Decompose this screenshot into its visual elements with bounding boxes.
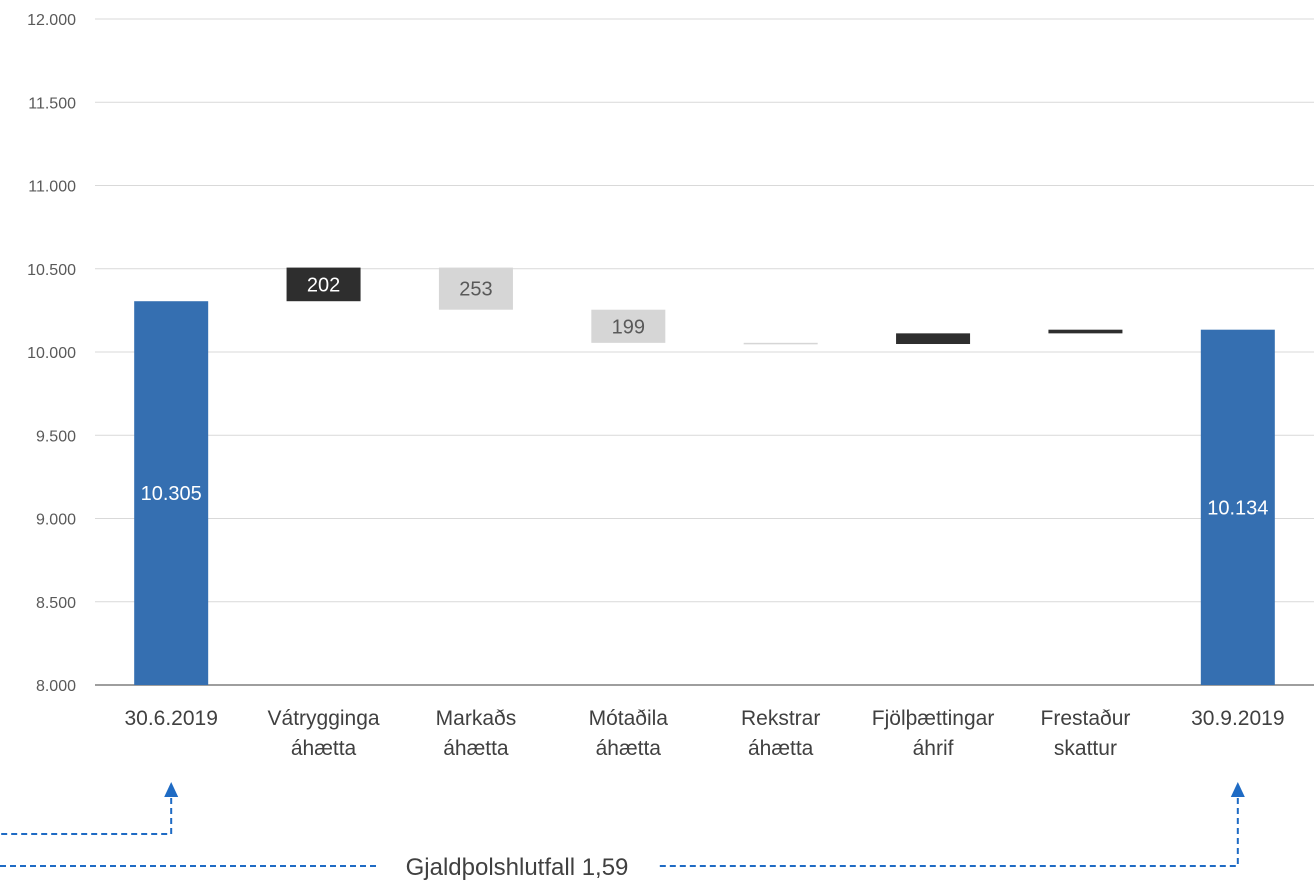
y-tick-label: 8.000 — [36, 678, 76, 695]
y-tick-label: 11.000 — [28, 179, 76, 196]
bar-total — [1200, 329, 1275, 685]
y-tick-label: 11.500 — [28, 95, 76, 112]
bar-decrease — [743, 342, 818, 345]
x-axis-category-labels: 30.6.2019 Vátrygginga áhætta Markaðs áhætta M… — [124, 707, 1284, 760]
bar-increase — [286, 267, 361, 302]
bars: 10.305 202 253 199 10.134 — [134, 267, 1275, 685]
y-tick-label: 8.500 — [36, 595, 76, 612]
y-tick-label: 9.500 — [36, 428, 76, 445]
category-label: Fjölþættingar — [872, 707, 995, 730]
bar-value-label: 10.305 — [141, 483, 202, 505]
category-label: skattur — [1054, 737, 1117, 760]
y-axis-tick-labels: 8.000 8.500 9.000 9.500 10.000 10.500 11.000 11… — [27, 12, 76, 695]
bar-value-label: 253 — [459, 279, 492, 301]
y-tick-label: 9.000 — [36, 512, 76, 529]
arrow-up-icon — [1230, 782, 1245, 797]
category-label: 30.6.2019 — [124, 707, 217, 730]
category-label: áhætta — [291, 737, 357, 760]
arrow-up-icon — [164, 782, 179, 797]
category-label: áhætta — [596, 737, 662, 760]
category-label: Markaðs — [436, 707, 517, 730]
bar-value-label: 202 — [307, 274, 340, 296]
bar-increase — [1048, 329, 1123, 334]
category-label: áhætta — [748, 737, 814, 760]
category-label: áhætta — [443, 737, 509, 760]
category-label: 30.9.2019 — [1191, 707, 1284, 730]
category-label: Mótaðila — [589, 707, 669, 730]
bar-value-label: 10.134 — [1207, 497, 1268, 519]
bar-total — [134, 301, 209, 685]
bar-decrease — [591, 309, 666, 343]
gridlines — [95, 18, 1314, 686]
ratio-connector: Gjaldþolshlutfall 1,59 — [0, 782, 1245, 881]
connector-line-left — [0, 788, 173, 835]
category-label: Vátrygginga — [268, 707, 380, 730]
y-tick-label: 10.500 — [27, 262, 76, 279]
solvency-ratio-label: Gjaldþolshlutfall 1,59 — [406, 854, 629, 881]
category-label: Rekstrar — [741, 707, 820, 730]
category-label: Frestaður — [1041, 707, 1131, 730]
bar-decrease — [438, 267, 513, 310]
y-tick-label: 10.000 — [27, 345, 76, 362]
category-label: áhrif — [913, 737, 954, 760]
y-tick-label: 12.000 — [27, 12, 76, 29]
bar-increase — [896, 333, 971, 345]
bar-value-label: 199 — [612, 316, 645, 338]
connector-line-right — [657, 788, 1239, 867]
